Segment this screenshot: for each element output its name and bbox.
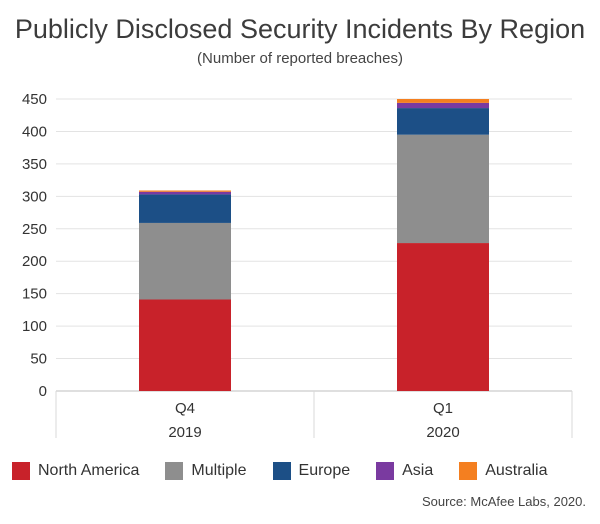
bar-europe-Q4-2019 (139, 194, 231, 223)
y-tick-label: 400 (22, 123, 47, 140)
bar-europe-Q1-2020 (397, 108, 489, 135)
chart-title: Publicly Disclosed Security Incidents By… (14, 14, 586, 44)
bar-australia-Q4-2019 (139, 190, 231, 192)
x-tick-label-year: 2020 (426, 424, 459, 441)
legend-item-europe: Europe (272, 462, 351, 480)
bar-asia-Q1-2020 (397, 102, 489, 109)
legend-swatch-australia (459, 462, 478, 480)
legend-item-australia: Australia (459, 462, 547, 480)
y-tick-label: 350 (22, 156, 47, 173)
x-tick-label-year: 2019 (168, 424, 201, 441)
x-tick-label-quarter: Q1 (433, 400, 453, 417)
legend-item-north-america: North America (12, 462, 139, 480)
bar-multiple-Q1-2020 (397, 134, 489, 244)
legend-item-asia: Asia (376, 462, 433, 480)
legend-swatch-multiple (165, 462, 184, 480)
y-tick-label: 250 (22, 221, 47, 238)
legend-label-australia: Australia (485, 462, 548, 479)
source-note: Source: McAfee Labs, 2020. (421, 494, 586, 509)
legend: North America Multiple Europe Asia Austr… (12, 462, 592, 480)
x-tick-label-quarter: Q4 (175, 400, 195, 417)
legend-label-europe: Europe (298, 462, 351, 479)
chart-subtitle: (Number of reported breaches) (197, 50, 403, 67)
y-tick-label: 450 (22, 91, 47, 108)
y-tick-label: 300 (22, 188, 47, 205)
legend-label-asia: Asia (402, 462, 434, 479)
y-tick-label: 200 (22, 253, 47, 270)
legend-swatch-asia (376, 462, 395, 480)
y-tick-label: 150 (22, 286, 47, 303)
y-tick-label: 0 (39, 383, 47, 400)
bar-asia-Q4-2019 (139, 191, 231, 195)
legend-label-multiple: Multiple (191, 462, 247, 479)
legend-swatch-north-america (12, 462, 30, 480)
stacked-bar-chart: 0 50 100 150 200 250 300 350 400 450 Q4 2019 Q1 2020 (22, 91, 573, 441)
legend-swatch-europe (272, 462, 291, 480)
bar-multiple-Q4-2019 (139, 222, 231, 300)
legend-item-multiple: Multiple (165, 462, 247, 480)
legend-label-north-america: North America (38, 462, 140, 479)
bar-north-america-Q1-2020 (397, 243, 489, 391)
bar-australia-Q1-2020 (397, 99, 489, 103)
bar-north-america-Q4-2019 (139, 299, 231, 391)
y-tick-label: 100 (22, 318, 47, 335)
y-tick-label: 50 (30, 351, 47, 368)
